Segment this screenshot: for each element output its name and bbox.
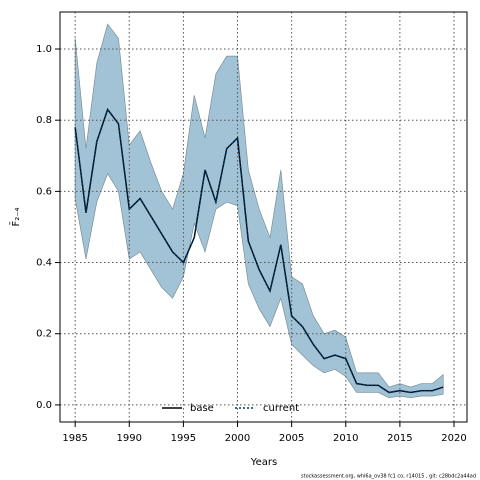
x-tick-label: 1990 (117, 433, 142, 444)
y-tick-label: 0.4 (36, 258, 52, 269)
y-tick-label: 0.6 (36, 186, 52, 197)
x-axis-title: Years (250, 457, 277, 468)
x-tick-label: 2015 (387, 433, 412, 444)
x-tick-label: 2020 (441, 433, 466, 444)
plot-frame (59, 11, 468, 423)
y-tick-label: 0.0 (36, 400, 52, 411)
x-tick-label: 2010 (333, 433, 358, 444)
line (74, 108, 444, 394)
x-tick-label: 1995 (171, 433, 196, 444)
y-tick-label: 0.2 (36, 329, 52, 340)
x-tick-label: 2005 (279, 433, 304, 444)
x-tick-label: 1985 (62, 433, 87, 444)
confidence-band (74, 23, 444, 399)
y-tick-label: 1.0 (36, 44, 52, 55)
y-tick-label: 0.8 (36, 115, 52, 126)
legend-label: base (190, 403, 214, 414)
y-axis-title: F̄₂₋₄ (9, 207, 22, 226)
legend-label: current (263, 403, 299, 414)
x-tick-label: 2000 (225, 433, 250, 444)
footnote: stockassessment.org, whi6a_ov38 fc1 co, … (301, 474, 476, 480)
